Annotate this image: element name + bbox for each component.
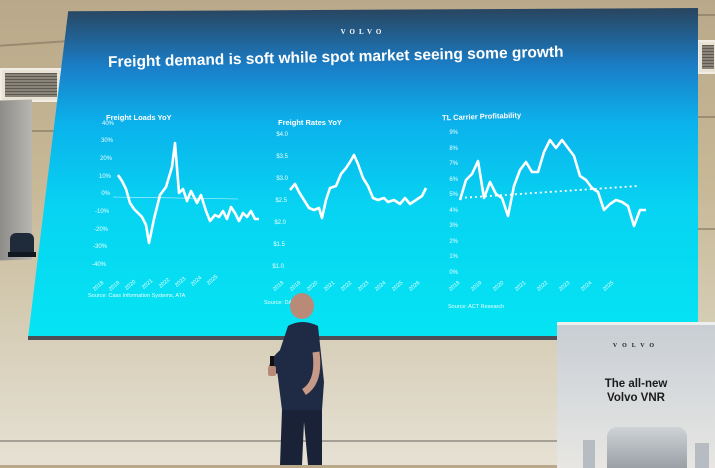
x-tick: 2019 (289, 280, 303, 293)
x-tick: 2020 (124, 279, 138, 292)
y-tick: 9% (449, 130, 458, 136)
x-tick: 2022 (340, 280, 354, 293)
y-tick: 6% (449, 177, 458, 183)
x-tick: 2024 (580, 280, 594, 293)
banner-headline-line1: The all-new (604, 378, 668, 390)
y-tick: 5% (449, 192, 458, 198)
chart-freight-rates: Freight Rates YoY $4.0 $3.5 $3.0 $2.5 $2… (260, 118, 430, 308)
y-tick: $1.0 (272, 264, 284, 270)
y-tick: 10% (98, 174, 111, 180)
y-tick: $3.0 (276, 176, 288, 182)
y-tick: 3% (449, 223, 458, 229)
y-tick: -10% (94, 209, 109, 215)
chart-source: Source: ACT Research (448, 304, 505, 310)
y-tick: 0% (449, 270, 458, 276)
chart-title: Freight Loads YoY (106, 113, 172, 122)
x-tick: 2018 (272, 280, 286, 293)
x-tick: 2025 (391, 280, 405, 293)
chart-title: Freight Rates YoY (278, 118, 342, 127)
y-tick: 2% (449, 239, 458, 245)
x-tick: 2023 (174, 276, 188, 289)
volvo-vnr-banner: VOLVO The all-new Volvo VNR (557, 322, 715, 468)
banner-headline-line2: Volvo VNR (607, 392, 665, 404)
air-vent-left (0, 68, 62, 102)
x-tick: 2025 (206, 274, 220, 287)
truck-image (607, 427, 687, 468)
chart-source: Source: Cass Information Systems, ATA (88, 293, 186, 299)
stage-edge (0, 440, 715, 442)
y-tick: 30% (100, 138, 113, 144)
x-tick: 2024 (374, 280, 388, 293)
y-tick: $2.0 (274, 220, 286, 226)
chart-source: Source: DAT (264, 300, 296, 306)
chart-tl-carrier-profitability: TL Carrier Profitability 9% 8% 7% 6% 5% … (440, 110, 646, 310)
x-tick: 2024 (190, 275, 204, 288)
line-plot (289, 153, 428, 220)
line-plot (458, 138, 646, 228)
x-tick: 2022 (536, 280, 550, 293)
screen-bottom-frame (28, 336, 700, 340)
y-tick: 1% (449, 254, 458, 260)
x-tick: 2021 (514, 280, 528, 293)
x-tick: 2020 (492, 280, 506, 293)
banner-headline: The all-new Volvo VNR (557, 377, 715, 405)
city-building (695, 443, 709, 468)
x-tick: 2019 (108, 280, 122, 293)
slide-title: Freight demand is soft while spot market… (107, 43, 564, 72)
x-tick: 2019 (470, 280, 484, 293)
x-tick: 2023 (558, 280, 572, 293)
x-tick: 2020 (306, 280, 320, 293)
x-tick: 2021 (141, 278, 155, 291)
chart-title: TL Carrier Profitability (441, 110, 522, 123)
x-tick: 2023 (357, 280, 371, 293)
y-tick: 7% (449, 161, 458, 167)
y-tick: $2.5 (275, 198, 287, 204)
x-tick: 2025 (602, 280, 616, 293)
chart-freight-loads: Freight Loads YoY 40% 30% 20% 10% 0% -10… (88, 113, 259, 303)
city-building (583, 440, 595, 468)
slide-brand-logo: VOLVO (340, 28, 386, 36)
y-tick: 20% (99, 156, 112, 162)
x-tick: 2018 (448, 280, 462, 293)
line-plot (112, 141, 259, 245)
y-tick: -30% (92, 244, 107, 250)
air-vent-right (697, 40, 715, 74)
y-tick: 4% (449, 208, 458, 214)
y-tick: -40% (91, 262, 106, 268)
y-tick: -20% (93, 227, 108, 233)
banner-brand-logo: VOLVO (612, 343, 660, 349)
led-screen: VOLVO Freight demand is soft while spot … (28, 8, 698, 338)
y-tick: 8% (449, 146, 458, 152)
y-tick: $1.5 (273, 242, 285, 248)
wall-seam (693, 228, 715, 230)
speaker-person (268, 293, 324, 465)
x-tick: 2022 (158, 277, 172, 290)
ptz-camera (8, 233, 36, 257)
x-tick: 2021 (323, 280, 337, 293)
y-tick: 0% (101, 191, 110, 197)
x-tick: 2018 (92, 280, 106, 293)
y-tick: $3.5 (276, 154, 288, 160)
y-tick: $4.0 (276, 132, 288, 138)
x-tick: 2026 (408, 280, 422, 293)
wall-seam (686, 116, 715, 118)
y-tick: 40% (101, 121, 114, 127)
